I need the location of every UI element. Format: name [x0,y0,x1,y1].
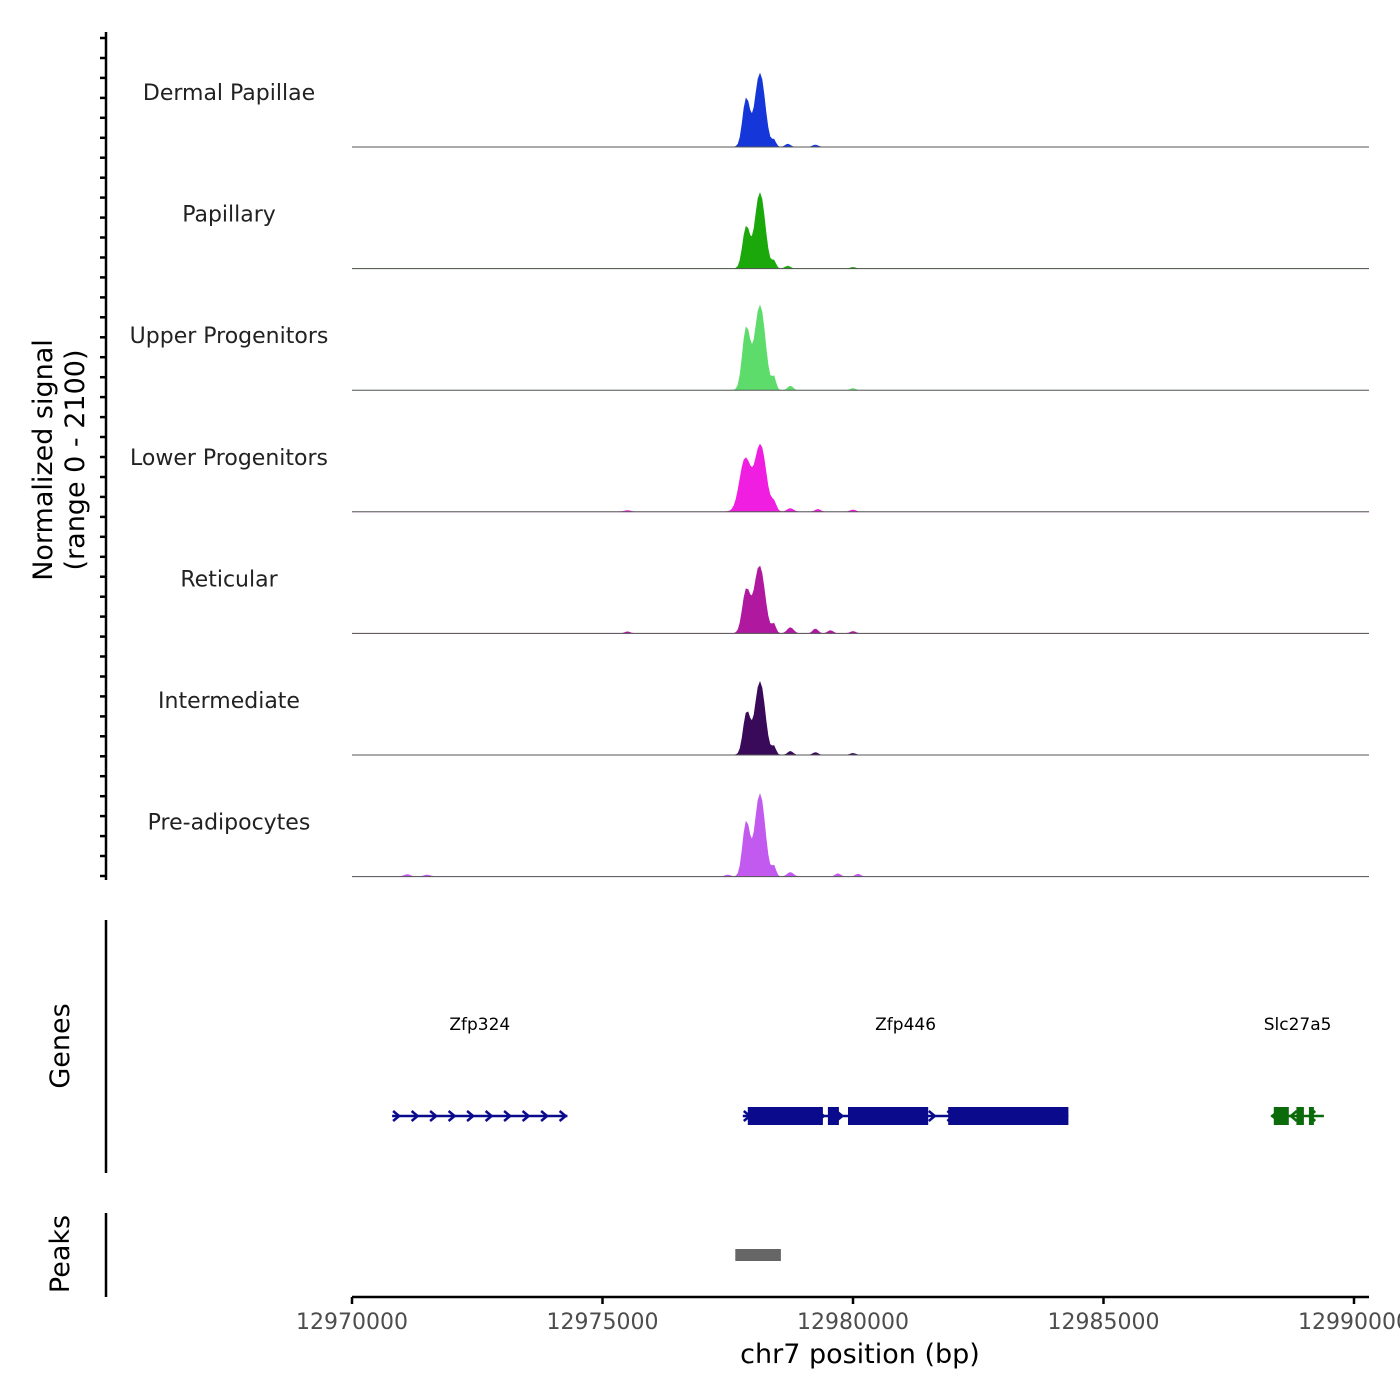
gene-slc27a5: Slc27a5 [1264,1015,1332,1125]
coverage-area [352,192,1369,269]
track-reticular: Reticular [180,565,1369,634]
coverage-area [352,681,1369,756]
track-label: Upper Progenitors [130,324,329,349]
exon [1308,1107,1314,1125]
strand-arrow [540,1110,550,1122]
strand-arrow [521,1110,531,1122]
y-axis-ticks [100,36,106,878]
strand-arrow [927,1110,937,1122]
track-pre-adipocytes: Pre-adipocytes [148,793,1369,878]
coverage-area [352,304,1369,391]
strand-arrow [410,1110,420,1122]
genes-track-label: Genes [45,1003,76,1088]
track-label: Papillary [182,203,276,228]
coverage-area [352,72,1369,148]
gene-label: Slc27a5 [1264,1015,1332,1035]
track-label: Pre-adipocytes [148,811,311,836]
y-axis-title-line2: (range 0 - 2100) [60,350,91,571]
track-upper-progenitors: Upper Progenitors [130,304,1369,391]
track-label: Intermediate [158,689,300,714]
track-label: Lower Progenitors [130,446,328,471]
gene-zfp324: Zfp324 [392,1015,568,1122]
x-tick-label: 12990000 [1298,1310,1400,1335]
track-papillary: Papillary [182,192,1369,270]
x-tick-label: 12970000 [296,1310,408,1335]
track-lower-progenitors: Lower Progenitors [130,443,1369,513]
genes-track: Zfp324 Zfp446 Slc27a5 [392,1015,1331,1125]
exon [948,1107,1069,1125]
coverage-area [352,793,1369,877]
strand-arrow [429,1110,439,1122]
x-tick-label: 12975000 [547,1310,659,1335]
track-label: Dermal Papillae [143,81,315,106]
x-axis-ticks: 12970000 12975000 12980000 12985000 12990000 [296,1297,1400,1335]
y-axis-title: Normalized signal (range 0 - 2100) [28,339,91,581]
track-dermal-papillae: Dermal Papillae [143,72,1369,148]
exon [848,1107,929,1125]
strand-arrow [503,1110,513,1122]
strand-arrow [1288,1110,1298,1122]
coverage-tracks: Dermal Papillae Papillary Upper Progenitor… [130,72,1369,878]
track-label: Reticular [180,567,278,592]
strand-arrow [484,1110,494,1122]
x-axis-title: chr7 position (bp) [740,1339,980,1370]
exon [1296,1107,1304,1125]
strand-arrow [466,1110,476,1122]
peaks-track-label: Peaks [45,1215,76,1293]
coverage-area [352,565,1369,634]
peak-region [735,1249,781,1261]
exon [747,1107,823,1125]
strand-arrow [447,1110,457,1122]
x-tick-label: 12985000 [1048,1310,1160,1335]
gene-label: Zfp324 [449,1015,510,1035]
peaks-track [735,1249,781,1261]
gene-zfp446: Zfp446 [742,1015,1069,1125]
strand-arrow [392,1110,402,1122]
y-axis-title-line1: Normalized signal [28,339,59,581]
x-tick-label: 12980000 [797,1310,909,1335]
coverage-area [352,443,1369,513]
exon [827,1107,839,1125]
exon [1273,1107,1289,1125]
strand-arrow [558,1110,568,1122]
track-intermediate: Intermediate [158,681,1369,756]
gene-label: Zfp446 [875,1015,936,1035]
